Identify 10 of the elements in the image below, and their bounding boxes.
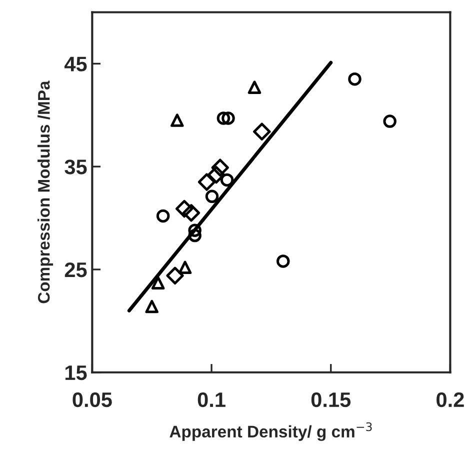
y-tick-label: 15 bbox=[65, 366, 87, 380]
y-axis-title: Compression Modulus /MPa bbox=[38, 80, 54, 304]
x-tick-label: 0.2 bbox=[436, 392, 464, 408]
x-tick-label: 0.1 bbox=[198, 392, 226, 408]
x-tick-label: 0.15 bbox=[311, 392, 351, 408]
x-tick-label: 0.05 bbox=[72, 392, 112, 408]
y-tick-label: 45 bbox=[64, 56, 87, 72]
x-axis-title: Apparent Density/ g cm$^{−3}$ bbox=[170, 422, 372, 441]
y-tick-label: 25 bbox=[64, 262, 87, 278]
y-tick-label: 35 bbox=[64, 160, 87, 174]
